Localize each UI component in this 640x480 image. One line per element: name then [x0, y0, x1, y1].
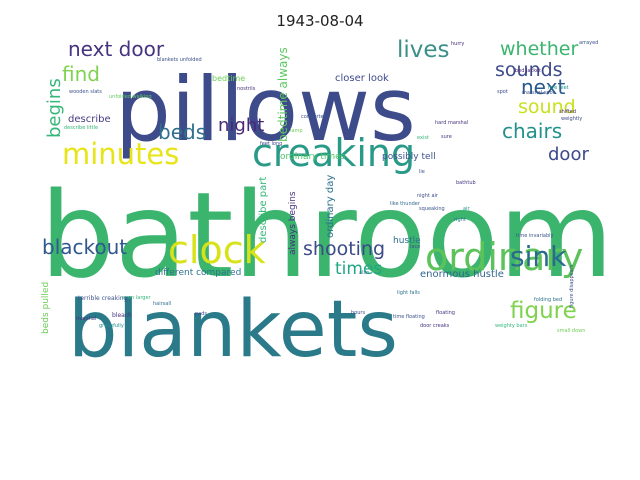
cloud-word: door	[548, 144, 589, 165]
cloud-word: describe little	[64, 125, 98, 131]
cloud-word: time invariably	[516, 233, 554, 239]
cloud-word: exist	[417, 135, 429, 141]
cloud-word: find	[62, 62, 100, 86]
cloud-word: bedtime always	[276, 47, 290, 142]
cloud-word: ordinary	[425, 235, 583, 279]
cloud-word: describe part	[258, 177, 269, 243]
cloud-word: bathroom	[40, 166, 613, 304]
cloud-word: blankets	[68, 285, 398, 360]
cloud-word: lie	[419, 169, 425, 175]
cloud-word: chairs	[502, 119, 562, 143]
cloud-word: bleach	[112, 312, 132, 319]
cloud-word: arrayed	[579, 40, 598, 46]
cloud-word: possibly tell	[382, 152, 436, 162]
cloud-word: describe	[68, 114, 111, 125]
cloud-word: blankets unfolded	[157, 57, 202, 63]
cloud-word: beds	[158, 120, 206, 144]
figure-title: 1943-08-04	[276, 12, 364, 30]
cloud-word: folding bed	[534, 297, 562, 303]
cloud-word: hours	[351, 310, 365, 316]
cloud-word: floating	[436, 310, 455, 316]
cloud-word: hustle	[393, 236, 421, 246]
cloud-word: right	[454, 217, 466, 223]
cloud-word: lamp	[290, 128, 303, 134]
cloud-word: begins	[44, 78, 65, 138]
cloud-word: light falls	[397, 290, 420, 296]
cloud-word: pillows	[115, 58, 416, 161]
cloud-word: small down	[557, 328, 585, 334]
cloud-word: shooting	[303, 238, 385, 260]
cloud-word: enormous hustle	[420, 269, 504, 280]
cloud-word: hurry	[451, 41, 464, 47]
cloud-word: also	[359, 270, 369, 276]
cloud-word: night air	[417, 193, 439, 199]
cloud-word: bedtime	[212, 74, 245, 83]
cloud-word: creaking	[252, 131, 415, 175]
cloud-word: blackout	[42, 235, 127, 259]
cloud-word: wooden slats	[69, 89, 102, 95]
cloud-word: nostrils	[237, 86, 256, 92]
cloud-word: hard marshal	[435, 120, 468, 126]
cloud-word: marshal	[76, 316, 96, 322]
cloud-word: door creaks	[420, 323, 450, 329]
cloud-word: gracefully	[99, 323, 124, 329]
cloud-word: marshal spot	[522, 90, 555, 96]
cloud-word: beds pulled	[41, 282, 51, 334]
cloud-word: next	[521, 75, 565, 99]
cloud-word: clock	[168, 228, 266, 272]
cloud-word: feet long	[260, 141, 282, 147]
cloud-word: pads	[195, 311, 207, 317]
cloud-word: hairsall	[153, 301, 171, 307]
cloud-word: air	[463, 206, 470, 212]
cloud-word: weightly	[561, 116, 582, 122]
cloud-word: night	[218, 115, 264, 136]
cloud-word: sounds	[495, 59, 563, 81]
cloud-word: terrible creaking	[78, 295, 128, 302]
cloud-word: next door	[68, 38, 165, 61]
cloud-word: different compared	[155, 268, 241, 278]
cloud-word: spot	[497, 89, 508, 95]
cloud-word: unfolded walking	[109, 94, 152, 100]
cloud-word: closer look	[335, 73, 389, 84]
cloud-word: sound	[518, 96, 576, 118]
cloud-word: bathtub	[456, 180, 476, 186]
cloud-word: minutes	[62, 137, 179, 171]
cloud-word: ordinary times	[280, 152, 346, 162]
cloud-word: weighty bars	[495, 323, 528, 329]
cloud-word: five feet	[548, 85, 569, 91]
cloud-word: figure	[510, 298, 577, 324]
cloud-word: sink	[510, 240, 567, 273]
cloud-word: time floating	[393, 314, 425, 320]
cloud-word: always begins	[288, 191, 298, 255]
cloud-word: like thunder	[390, 201, 421, 207]
cloud-word: sure	[441, 134, 452, 140]
cloud-word: whether	[500, 38, 578, 60]
cloud-word: shifted	[559, 109, 576, 115]
cloud-word: lace	[410, 244, 420, 250]
cloud-word: ordinary day	[325, 175, 336, 238]
cloud-word: comforter	[301, 114, 327, 120]
cloud-word: figure disappears	[569, 264, 575, 308]
cloud-word: times	[335, 259, 382, 279]
cloud-word: even larger	[122, 295, 152, 301]
cloud-word: squeaking	[419, 206, 445, 212]
cloud-word: lives	[397, 38, 450, 63]
cloud-word: bed jacket	[515, 68, 541, 74]
